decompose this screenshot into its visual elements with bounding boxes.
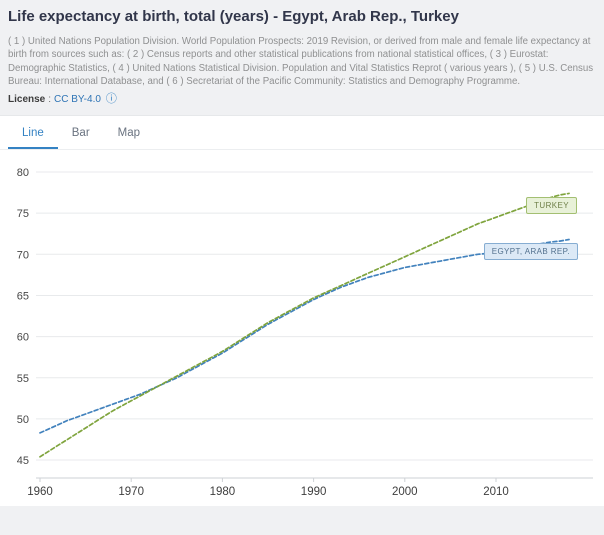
y-tick-label: 50 [17,414,29,426]
x-tick-label: 2000 [392,486,418,498]
tab-map[interactable]: Map [104,116,154,149]
y-tick-label: 65 [17,290,29,302]
license-separator: : [48,93,52,105]
chart-area[interactable]: 45 50 55 60 65 70 75 80 1960 1970 1980 1990 2000 2010… [0,156,604,506]
y-tick-label: 75 [17,208,29,220]
x-tick-label: 1960 [27,486,53,498]
y-tick-label: 60 [17,331,29,343]
source-text: ( 1 ) United Nations Population Division… [8,36,594,88]
series-line-turkey[interactable] [39,192,570,458]
x-tick-label: 1990 [301,486,327,498]
line-chart[interactable]: 45 50 55 60 65 70 75 80 1960 1970 1980 1990 2000 2010 [0,156,604,506]
license-link[interactable]: CC BY-4.0 [54,93,101,105]
y-tick-label: 45 [17,455,29,467]
x-tick-label: 2010 [483,486,509,498]
y-tick-label: 80 [17,167,29,179]
series-label-egypt: EGYPT, ARAB REP. [483,242,578,260]
series-label-turkey: TURKEY [526,196,577,214]
page-header: Life expectancy at birth, total (years) … [0,0,604,105]
chart-view-tabs: Line Bar Map [0,116,604,150]
series-line-egypt-arab-rep[interactable] [39,238,570,434]
y-tick-label: 70 [17,249,29,261]
chart-card: Line Bar Map 45 50 55 60 65 70 75 80 1960 1970 198… [0,114,604,506]
tab-line[interactable]: Line [8,116,58,149]
tab-bar[interactable]: Bar [58,116,104,149]
info-icon[interactable]: ⓘ [105,92,117,105]
x-tick-label: 1980 [210,486,236,498]
license-label: License [8,93,46,105]
license-row: License : CC BY-4.0 ⓘ [8,92,594,105]
x-tick-label: 1970 [118,486,144,498]
y-tick-label: 55 [17,372,29,384]
page-title: Life expectancy at birth, total (years) … [8,8,459,25]
